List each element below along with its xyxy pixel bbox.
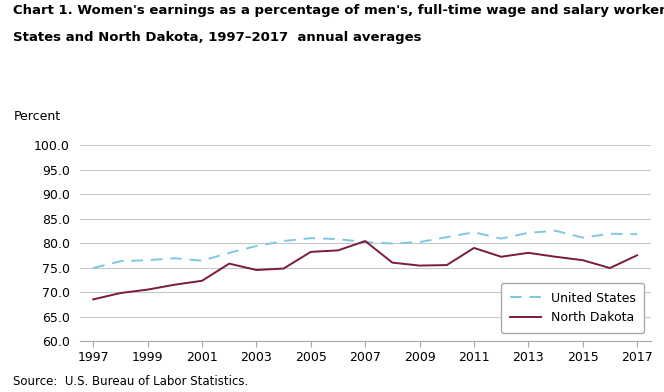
North Dakota (307, 249, 315, 254)
Line: United States: United States (93, 231, 637, 268)
North Dakota (252, 268, 260, 272)
North Dakota (361, 239, 369, 243)
North Dakota (388, 260, 396, 265)
North Dakota (143, 287, 151, 292)
United States (361, 240, 369, 245)
North Dakota (525, 250, 533, 255)
United States (525, 230, 533, 235)
North Dakota (552, 254, 560, 259)
North Dakota (579, 258, 587, 263)
United States (388, 241, 396, 246)
United States (171, 256, 179, 261)
North Dakota (606, 266, 614, 270)
United States (143, 258, 151, 263)
North Dakota (497, 254, 505, 259)
United States (579, 235, 587, 240)
United States (116, 259, 124, 263)
North Dakota (198, 278, 206, 283)
North Dakota (280, 266, 288, 271)
United States (334, 237, 342, 241)
North Dakota (116, 290, 124, 295)
United States (443, 235, 451, 240)
North Dakota (334, 248, 342, 253)
United States (280, 239, 288, 243)
United States (252, 243, 260, 248)
Text: Percent: Percent (13, 110, 60, 123)
Line: North Dakota: North Dakota (93, 241, 637, 299)
United States (307, 236, 315, 240)
North Dakota (443, 263, 451, 267)
North Dakota (225, 261, 233, 266)
Text: Chart 1. Women's earnings as a percentage of men's, full-time wage and salary wo: Chart 1. Women's earnings as a percentag… (13, 4, 664, 17)
North Dakota (470, 245, 478, 250)
United States (606, 231, 614, 236)
Text: States and North Dakota, 1997–2017  annual averages: States and North Dakota, 1997–2017 annua… (13, 31, 422, 44)
North Dakota (633, 253, 641, 258)
North Dakota (171, 282, 179, 287)
United States (225, 250, 233, 255)
Legend: United States, North Dakota: United States, North Dakota (501, 283, 645, 333)
United States (198, 258, 206, 263)
United States (89, 266, 97, 270)
Text: Source:  U.S. Bureau of Labor Statistics.: Source: U.S. Bureau of Labor Statistics. (13, 375, 248, 388)
United States (416, 240, 424, 245)
North Dakota (89, 297, 97, 302)
United States (552, 229, 560, 233)
United States (497, 236, 505, 241)
United States (470, 230, 478, 234)
United States (633, 232, 641, 237)
North Dakota (416, 263, 424, 268)
